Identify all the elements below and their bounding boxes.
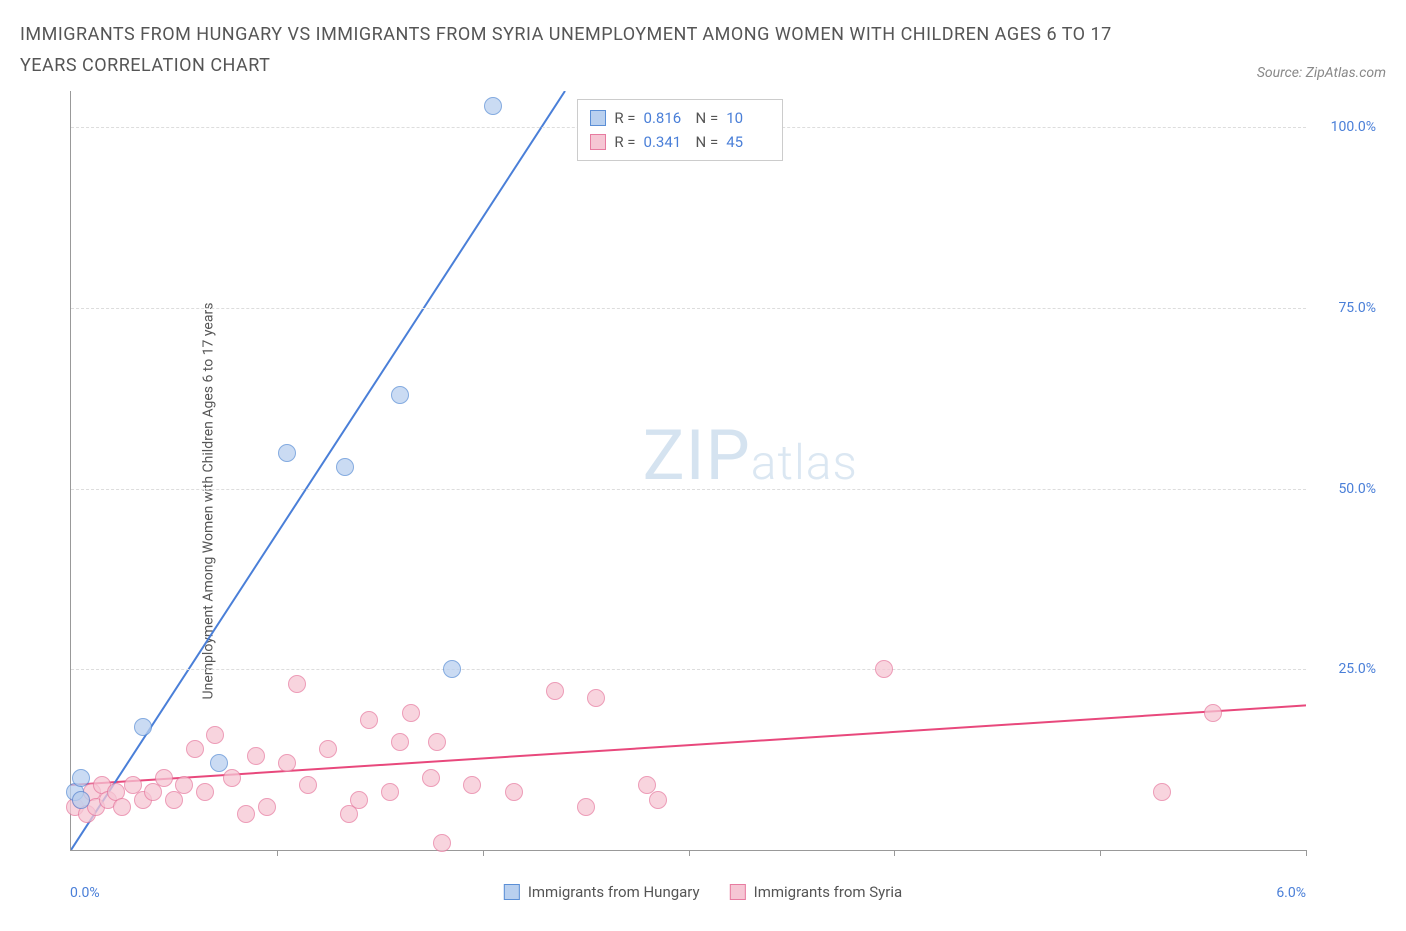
syria-point <box>422 769 440 787</box>
syria-point <box>391 733 409 751</box>
syria-point <box>196 783 214 801</box>
watermark-atlas: atlas <box>751 434 858 491</box>
syria-point <box>577 798 595 816</box>
chart-header: IMMIGRANTS FROM HUNGARY VS IMMIGRANTS FR… <box>20 20 1386 81</box>
stats-r-value: 0.816 <box>644 106 688 130</box>
y-tick-label: 25.0% <box>1338 661 1376 677</box>
syria-point <box>223 769 241 787</box>
hungary-point <box>443 660 461 678</box>
watermark-zip: ZIP <box>643 415 751 497</box>
stats-r-label: R = <box>614 106 635 130</box>
syria-point <box>1153 783 1171 801</box>
x-tick <box>277 850 278 856</box>
hungary-point <box>72 791 90 809</box>
x-tick <box>483 850 484 856</box>
stats-n-label: N = <box>696 106 719 130</box>
syria-point <box>546 682 564 700</box>
stats-swatch <box>590 110 606 126</box>
syria-point <box>237 805 255 823</box>
hungary-trend-line <box>71 91 565 850</box>
stats-n-value: 10 <box>726 106 770 130</box>
y-tick-label: 50.0% <box>1338 481 1376 497</box>
syria-point <box>402 704 420 722</box>
stats-swatch <box>590 134 606 150</box>
syria-point <box>587 689 605 707</box>
stats-n-label: N = <box>696 130 719 154</box>
x-tick <box>1306 850 1307 856</box>
syria-point <box>875 660 893 678</box>
syria-trend-line <box>71 706 1306 786</box>
y-tick-label: 75.0% <box>1338 300 1376 316</box>
syria-point <box>113 798 131 816</box>
chart-title: IMMIGRANTS FROM HUNGARY VS IMMIGRANTS FR… <box>20 20 1120 81</box>
syria-point <box>360 711 378 729</box>
chart-source: Source: ZipAtlas.com <box>1257 65 1386 81</box>
y-tick-label: 100.0% <box>1331 119 1376 135</box>
stats-row: R = 0.816 N = 10 <box>590 106 770 130</box>
hungary-point <box>484 97 502 115</box>
chart-container: Unemployment Among Women with Children A… <box>20 91 1386 911</box>
legend-item-hungary: Immigrants from Hungary <box>504 883 700 901</box>
syria-point <box>206 726 224 744</box>
syria-point <box>299 776 317 794</box>
x-axis-min-label: 0.0% <box>70 885 100 901</box>
hungary-point <box>72 769 90 787</box>
hungary-point <box>391 386 409 404</box>
hungary-point <box>210 754 228 772</box>
syria-point <box>505 783 523 801</box>
legend: Immigrants from Hungary Immigrants from … <box>504 883 902 901</box>
syria-point <box>278 754 296 772</box>
hungary-point <box>278 444 296 462</box>
x-tick <box>894 850 895 856</box>
stats-n-value: 45 <box>726 130 770 154</box>
syria-point <box>258 798 276 816</box>
x-axis-max-label: 6.0% <box>1276 885 1306 901</box>
plot-area: ZIPatlas 25.0%50.0%75.0%100.0%R =0.816N … <box>70 91 1306 851</box>
syria-point <box>1204 704 1222 722</box>
hungary-point <box>134 718 152 736</box>
syria-point <box>381 783 399 801</box>
legend-label-hungary: Immigrants from Hungary <box>528 883 700 901</box>
hungary-point <box>336 458 354 476</box>
syria-point <box>649 791 667 809</box>
syria-point <box>463 776 481 794</box>
legend-swatch-hungary <box>504 884 520 900</box>
syria-point <box>350 791 368 809</box>
stats-r-label: R = <box>614 130 635 154</box>
syria-point <box>288 675 306 693</box>
stats-r-value: 0.341 <box>644 130 688 154</box>
x-tick <box>689 850 690 856</box>
correlation-stats-box: R = 0.816 N = 10 R = 0.341 N = 45 <box>577 99 783 161</box>
grid-line <box>71 489 1306 490</box>
syria-point <box>428 733 446 751</box>
syria-point <box>433 834 451 852</box>
syria-point <box>247 747 265 765</box>
syria-point <box>319 740 337 758</box>
syria-point <box>186 740 204 758</box>
syria-point <box>155 769 173 787</box>
grid-line <box>71 308 1306 309</box>
watermark: ZIPatlas <box>643 415 858 497</box>
syria-point <box>175 776 193 794</box>
legend-swatch-syria <box>730 884 746 900</box>
x-tick <box>1100 850 1101 856</box>
trend-lines <box>71 91 1306 850</box>
stats-row: R = 0.341 N = 45 <box>590 130 770 154</box>
grid-line <box>71 669 1306 670</box>
legend-item-syria: Immigrants from Syria <box>730 883 903 901</box>
legend-label-syria: Immigrants from Syria <box>754 883 903 901</box>
